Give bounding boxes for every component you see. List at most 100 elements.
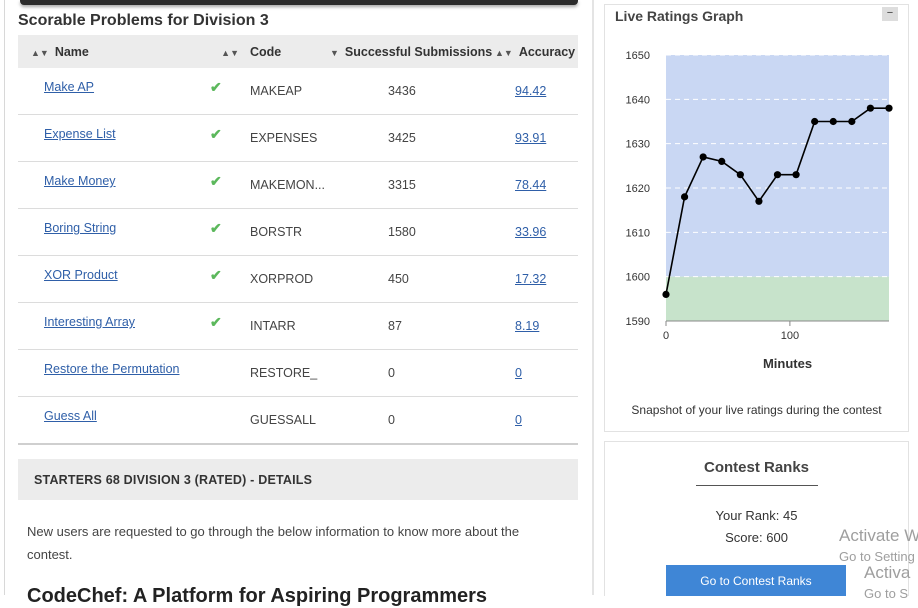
solved-check-icon: ✔ — [210, 78, 222, 95]
live-ratings-panel: Live Ratings Graph − 1650 1640 1630 1620 161… — [604, 4, 909, 432]
table-row: Make Money ✔ MAKEMON... 3315 78.44 — [18, 161, 578, 209]
rating-point — [736, 171, 744, 179]
sort-desc-icon: ▼ — [330, 47, 339, 58]
problem-name-link[interactable]: Make Money — [44, 174, 116, 188]
problem-code: MAKEAP — [245, 68, 330, 115]
table-row: Guess All GUESSALL 0 0 — [18, 396, 578, 445]
table-row: Make AP ✔ MAKEAP 3436 94.42 — [18, 68, 578, 115]
header-accuracy[interactable]: ▲▼ Accuracy — [495, 44, 576, 59]
problem-name-link[interactable]: Interesting Array — [44, 315, 136, 329]
solved-check-icon: ✔ — [210, 266, 222, 283]
accuracy-link[interactable]: 0 — [515, 366, 522, 380]
solved-check-icon: ✔ — [210, 172, 222, 189]
section-title: Scorable Problems for Division 3 — [18, 12, 269, 29]
problem-code: EXPENSES — [245, 114, 330, 162]
ranks-title-underline — [696, 485, 818, 486]
x-axis-label: Minutes — [763, 356, 812, 371]
problem-code: INTARR — [245, 302, 330, 350]
problem-name-link[interactable]: Restore the Permutation — [44, 362, 180, 376]
problem-name-link[interactable]: Expense List — [44, 127, 116, 141]
watermark-line3: Activa — [864, 563, 911, 582]
accuracy-link[interactable]: 94.42 — [515, 84, 547, 98]
header-spacer: ▲▼ — [210, 35, 245, 68]
contest-ranks-panel: Contest Ranks Your Rank: 45 Score: 600 G… — [604, 441, 909, 596]
problem-code: MAKEMON... — [245, 161, 330, 209]
details-heading: STARTERS 68 DIVISION 3 (RATED) - DETAILS — [34, 473, 313, 487]
watermark-line2: Go to Setting — [839, 549, 915, 564]
graph-caption: Snapshot of your live ratings during the… — [631, 403, 882, 417]
x-tick-label: 0 — [663, 330, 669, 342]
problem-code: XORPROD — [245, 255, 330, 303]
successful-submissions: 0 — [330, 396, 495, 445]
sort-icon: ▲▼ — [31, 47, 49, 58]
solved-check-icon: ✔ — [210, 313, 222, 330]
successful-submissions: 3425 — [330, 114, 495, 162]
y-tick-label: 1590 — [626, 316, 650, 328]
problem-name-link[interactable]: XOR Product — [44, 268, 118, 282]
problems-table: ▲▼ Name ▲▼ Code ▼ Successful Submissions ▲… — [18, 35, 578, 445]
header-name[interactable]: ▲▼ Name — [31, 44, 89, 59]
table-row: Expense List ✔ EXPENSES 3425 93.91 — [18, 114, 578, 162]
rating-point — [792, 171, 800, 179]
header-code[interactable]: Code — [250, 44, 282, 59]
watermark-line1: Activate W — [839, 526, 918, 545]
problem-code: GUESSALL — [245, 396, 330, 445]
rating-point — [699, 153, 707, 161]
y-tick-label: 1610 — [626, 227, 650, 239]
table-row: XOR Product ✔ XORPROD 450 17.32 — [18, 255, 578, 303]
problem-code: BORSTR — [245, 208, 330, 256]
details-text: New users are requested to go through th… — [27, 524, 520, 562]
y-tick-label: 1650 — [626, 50, 650, 62]
table-row: Boring String ✔ BORSTR 1580 33.96 — [18, 208, 578, 256]
rating-point — [885, 104, 893, 112]
problem-name-link[interactable]: Boring String — [44, 221, 117, 235]
platform-heading: CodeChef: A Platform for Aspiring Progra… — [27, 585, 488, 607]
go-to-contest-ranks-button[interactable]: Go to Contest Ranks — [666, 565, 846, 596]
successful-submissions: 87 — [330, 302, 495, 350]
rating-band-above — [666, 55, 889, 277]
y-tick-label: 1630 — [626, 139, 650, 151]
rating-point — [811, 117, 819, 126]
successful-submissions: 3315 — [330, 161, 495, 209]
table-header-row: ▲▼ Name ▲▼ Code ▼ Successful Submissions ▲… — [18, 35, 578, 68]
accuracy-link[interactable]: 93.91 — [515, 131, 547, 145]
solved-check-icon: ✔ — [210, 219, 222, 236]
your-rank: Your Rank: 45 — [715, 508, 798, 523]
column-divider — [592, 0, 594, 595]
problem-code: RESTORE_ — [245, 349, 330, 397]
table-row: Restore the Permutation RESTORE_ 0 0 — [18, 349, 578, 397]
ratings-chart: 1650 1640 1630 1620 1610 1600 1590 0 100 Minutes — [626, 50, 893, 371]
accuracy-link[interactable]: 0 — [515, 413, 522, 427]
rating-point — [866, 104, 875, 112]
solved-check-icon: ✔ — [210, 125, 222, 142]
rating-point — [662, 290, 670, 298]
top-bar-shadow — [20, 0, 578, 5]
your-score: Score: 600 — [725, 530, 788, 545]
accuracy-link[interactable]: 33.96 — [515, 225, 547, 239]
header-submissions[interactable]: ▼ Successful Submissions — [330, 44, 493, 59]
accuracy-link[interactable]: 78.44 — [515, 178, 547, 192]
left-border — [4, 0, 5, 595]
details-header: STARTERS 68 DIVISION 3 (RATED) - DETAILS — [18, 459, 578, 500]
ranks-title: Contest Ranks — [703, 459, 810, 476]
y-tick-label: 1640 — [626, 94, 650, 106]
watermark-line4: Go to S — [864, 586, 909, 601]
problem-name-link[interactable]: Guess All — [44, 409, 97, 423]
accuracy-link[interactable]: 8.19 — [515, 319, 540, 333]
sort-icon: ▲▼ — [221, 47, 239, 58]
rating-point — [848, 117, 856, 126]
x-tick-label: 100 — [781, 330, 799, 342]
successful-submissions: 450 — [330, 255, 495, 303]
sort-icon: ▲▼ — [495, 47, 513, 58]
successful-submissions: 0 — [330, 349, 495, 397]
collapse-button[interactable]: − — [882, 7, 898, 21]
table-row: Interesting Array ✔ INTARR 87 8.19 — [18, 302, 578, 350]
rating-point — [718, 157, 726, 165]
successful-submissions: 1580 — [330, 208, 495, 256]
rating-point — [773, 171, 782, 179]
rating-point — [829, 117, 837, 126]
graph-title: Live Ratings Graph — [615, 8, 744, 24]
rating-point — [680, 193, 689, 201]
problem-name-link[interactable]: Make AP — [44, 80, 95, 94]
accuracy-link[interactable]: 17.32 — [515, 272, 547, 286]
